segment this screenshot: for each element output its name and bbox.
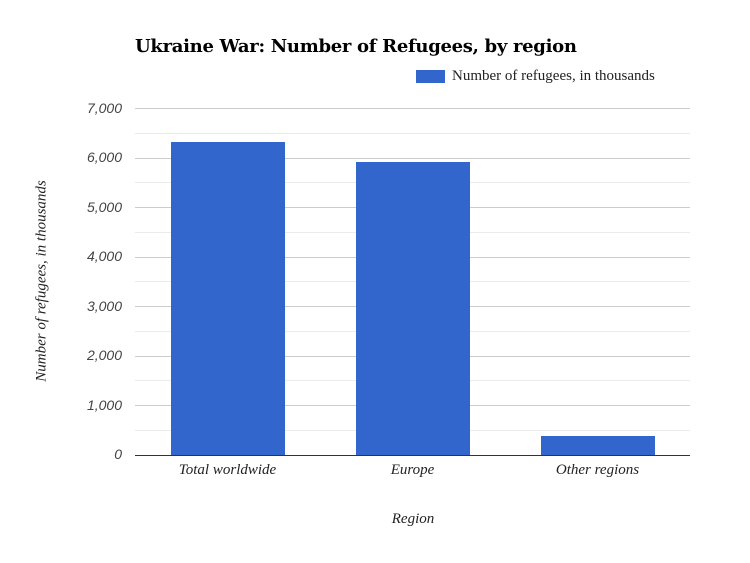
gridline-major [135,108,690,109]
x-axis-line [135,454,690,456]
x-tick-label: Total worldwide [178,462,277,478]
x-tick-label: Other regions [555,462,640,478]
y-tick-label: 2,000 [86,347,122,363]
y-tick-label: 0 [114,446,122,462]
y-tick-label: 7,000 [86,99,122,116]
y-tick-label: 3,000 [86,297,122,314]
gridline-minor [135,132,690,134]
bar-other-regions [540,435,655,455]
y-tick-label: 5,000 [86,198,122,215]
x-axis-title: Region [391,511,435,527]
y-axis-title: Number of refugees, in thousands [33,180,50,382]
bar-total-worldwide [170,142,285,455]
y-tick-label: 6,000 [86,149,122,165]
chart-title: Ukraine War: Number of Refugees, by regi… [135,36,577,57]
legend-label: Number of refugees, in thousands [452,68,655,84]
legend: Number of refugees, in thousands [416,68,655,85]
y-tick-label: 4,000 [86,248,122,264]
gridline-major [135,157,690,159]
bar-europe [355,161,470,455]
y-tick-label: 1,000 [86,396,122,413]
x-tick-label: Europe [390,462,435,478]
legend-swatch [416,70,445,83]
